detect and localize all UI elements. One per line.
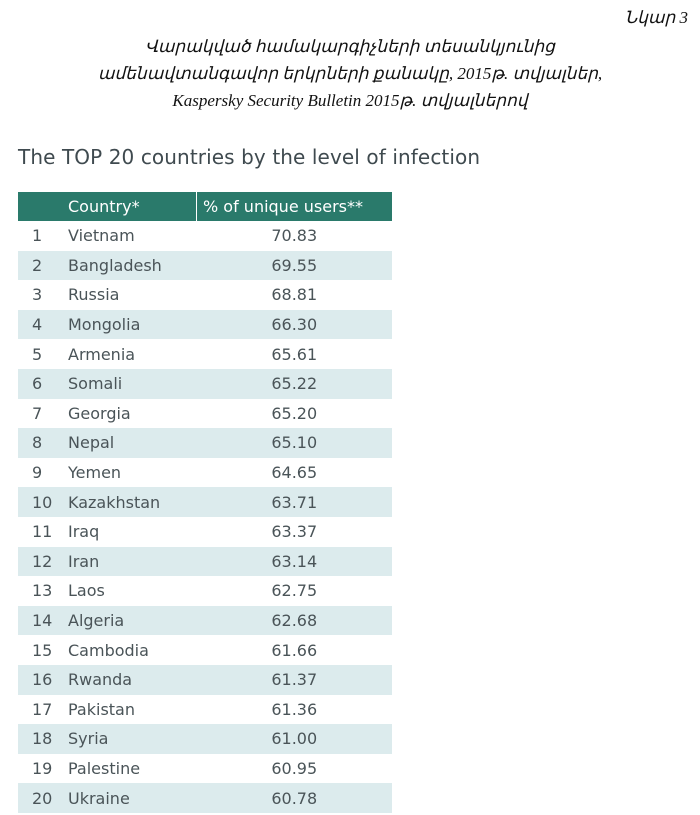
country-cell: Armenia [60, 339, 197, 369]
percent-cell: 65.22 [196, 368, 392, 399]
rank-cell: 10 [18, 487, 60, 517]
rank-cell: 2 [18, 250, 60, 281]
rank-cell: 3 [18, 280, 60, 310]
caption-line: Վարակված համակարգիչների տեսանկյունից [145, 37, 555, 56]
country-cell: Ukraine [60, 783, 197, 813]
rank-cell: 9 [18, 457, 60, 488]
table-row: 10 Kazakhstan 63.71 [18, 487, 392, 517]
percent-cell: 62.75 [196, 576, 392, 606]
table-row: 17 Pakistan 61.36 [18, 694, 392, 725]
percent-column-header: % of unique users** [196, 192, 392, 221]
country-cell: Iraq [60, 516, 197, 547]
table-row: 8 Nepal 65.10 [18, 428, 392, 458]
rank-cell: 20 [18, 783, 60, 813]
rank-cell: 1 [18, 221, 60, 251]
percent-cell: 70.83 [196, 221, 392, 251]
country-cell: Iran [60, 546, 197, 577]
table-row: 12 Iran 63.14 [18, 546, 392, 577]
country-cell: Somali [60, 368, 197, 399]
table-row: 4 Mongolia 66.30 [18, 309, 392, 340]
percent-cell: 63.14 [196, 546, 392, 577]
rank-cell: 11 [18, 516, 60, 547]
percent-cell: 61.00 [196, 724, 392, 754]
rank-cell: 12 [18, 546, 60, 577]
country-cell: Vietnam [60, 221, 197, 251]
table-header-row: Country* % of unique users** [18, 192, 392, 221]
country-cell: Rwanda [60, 664, 197, 695]
table-row: 3 Russia 68.81 [18, 280, 392, 310]
percent-cell: 60.78 [196, 783, 392, 813]
percent-cell: 64.65 [196, 457, 392, 488]
rank-cell: 8 [18, 428, 60, 458]
rank-cell: 13 [18, 576, 60, 606]
table-row: 2 Bangladesh 69.55 [18, 250, 392, 281]
table-row: 6 Somali 65.22 [18, 368, 392, 399]
rank-cell: 17 [18, 694, 60, 725]
percent-cell: 63.71 [196, 487, 392, 517]
table-title: The TOP 20 countries by the level of inf… [18, 145, 481, 169]
rank-cell: 16 [18, 664, 60, 695]
table-row: 13 Laos 62.75 [18, 576, 392, 606]
rank-cell: 15 [18, 635, 60, 665]
country-cell: Georgia [60, 398, 197, 429]
infection-table: Country* % of unique users** 1 Vietnam 70.… [18, 192, 392, 813]
country-cell: Russia [60, 280, 197, 310]
country-cell: Laos [60, 576, 197, 606]
rank-cell: 14 [18, 605, 60, 636]
table-row: 19 Palestine 60.95 [18, 753, 392, 784]
country-cell: Mongolia [60, 309, 197, 340]
table-row: 9 Yemen 64.65 [18, 457, 392, 488]
percent-cell: 61.37 [196, 664, 392, 695]
table-row: 7 Georgia 65.20 [18, 398, 392, 429]
table-row: 18 Syria 61.00 [18, 724, 392, 754]
rank-column-header [18, 192, 60, 221]
country-cell: Bangladesh [60, 250, 197, 281]
country-cell: Cambodia [60, 635, 197, 665]
percent-cell: 62.68 [196, 605, 392, 636]
rank-cell: 18 [18, 724, 60, 754]
caption-line: Kaspersky Security Bulletin 2015թ. տվյալ… [172, 91, 528, 110]
percent-cell: 65.61 [196, 339, 392, 369]
table-row: 20 Ukraine 60.78 [18, 783, 392, 813]
percent-cell: 69.55 [196, 250, 392, 281]
caption-line: ամենավտանգավոր երկրների քանակը, 2015թ. տ… [97, 64, 603, 83]
percent-cell: 66.30 [196, 309, 392, 340]
table-row: 5 Armenia 65.61 [18, 339, 392, 369]
percent-cell: 61.66 [196, 635, 392, 665]
country-cell: Syria [60, 724, 197, 754]
country-cell: Palestine [60, 753, 197, 784]
table-row: 1 Vietnam 70.83 [18, 221, 392, 251]
percent-cell: 65.20 [196, 398, 392, 429]
table-row: 15 Cambodia 61.66 [18, 635, 392, 665]
figure-number: Նկար 3 [624, 8, 688, 27]
rank-cell: 5 [18, 339, 60, 369]
country-cell: Nepal [60, 428, 197, 458]
country-cell: Kazakhstan [60, 487, 197, 517]
table-row: 11 Iraq 63.37 [18, 516, 392, 547]
percent-cell: 60.95 [196, 753, 392, 784]
table-row: 16 Rwanda 61.37 [18, 664, 392, 695]
rank-cell: 6 [18, 368, 60, 399]
table-row: 14 Algeria 62.68 [18, 605, 392, 636]
country-cell: Algeria [60, 605, 197, 636]
percent-cell: 63.37 [196, 516, 392, 547]
country-cell: Pakistan [60, 694, 197, 725]
percent-cell: 61.36 [196, 694, 392, 725]
country-column-header: Country* [60, 192, 197, 221]
rank-cell: 7 [18, 398, 60, 429]
country-cell: Yemen [60, 457, 197, 488]
rank-cell: 4 [18, 309, 60, 340]
percent-cell: 68.81 [196, 280, 392, 310]
percent-cell: 65.10 [196, 428, 392, 458]
rank-cell: 19 [18, 753, 60, 784]
figure-caption: Վարակված համակարգիչների տեսանկյունից ամե… [0, 33, 700, 114]
table-body: 1 Vietnam 70.83 2 Bangladesh 69.55 3 Russia 68.8… [18, 221, 392, 813]
